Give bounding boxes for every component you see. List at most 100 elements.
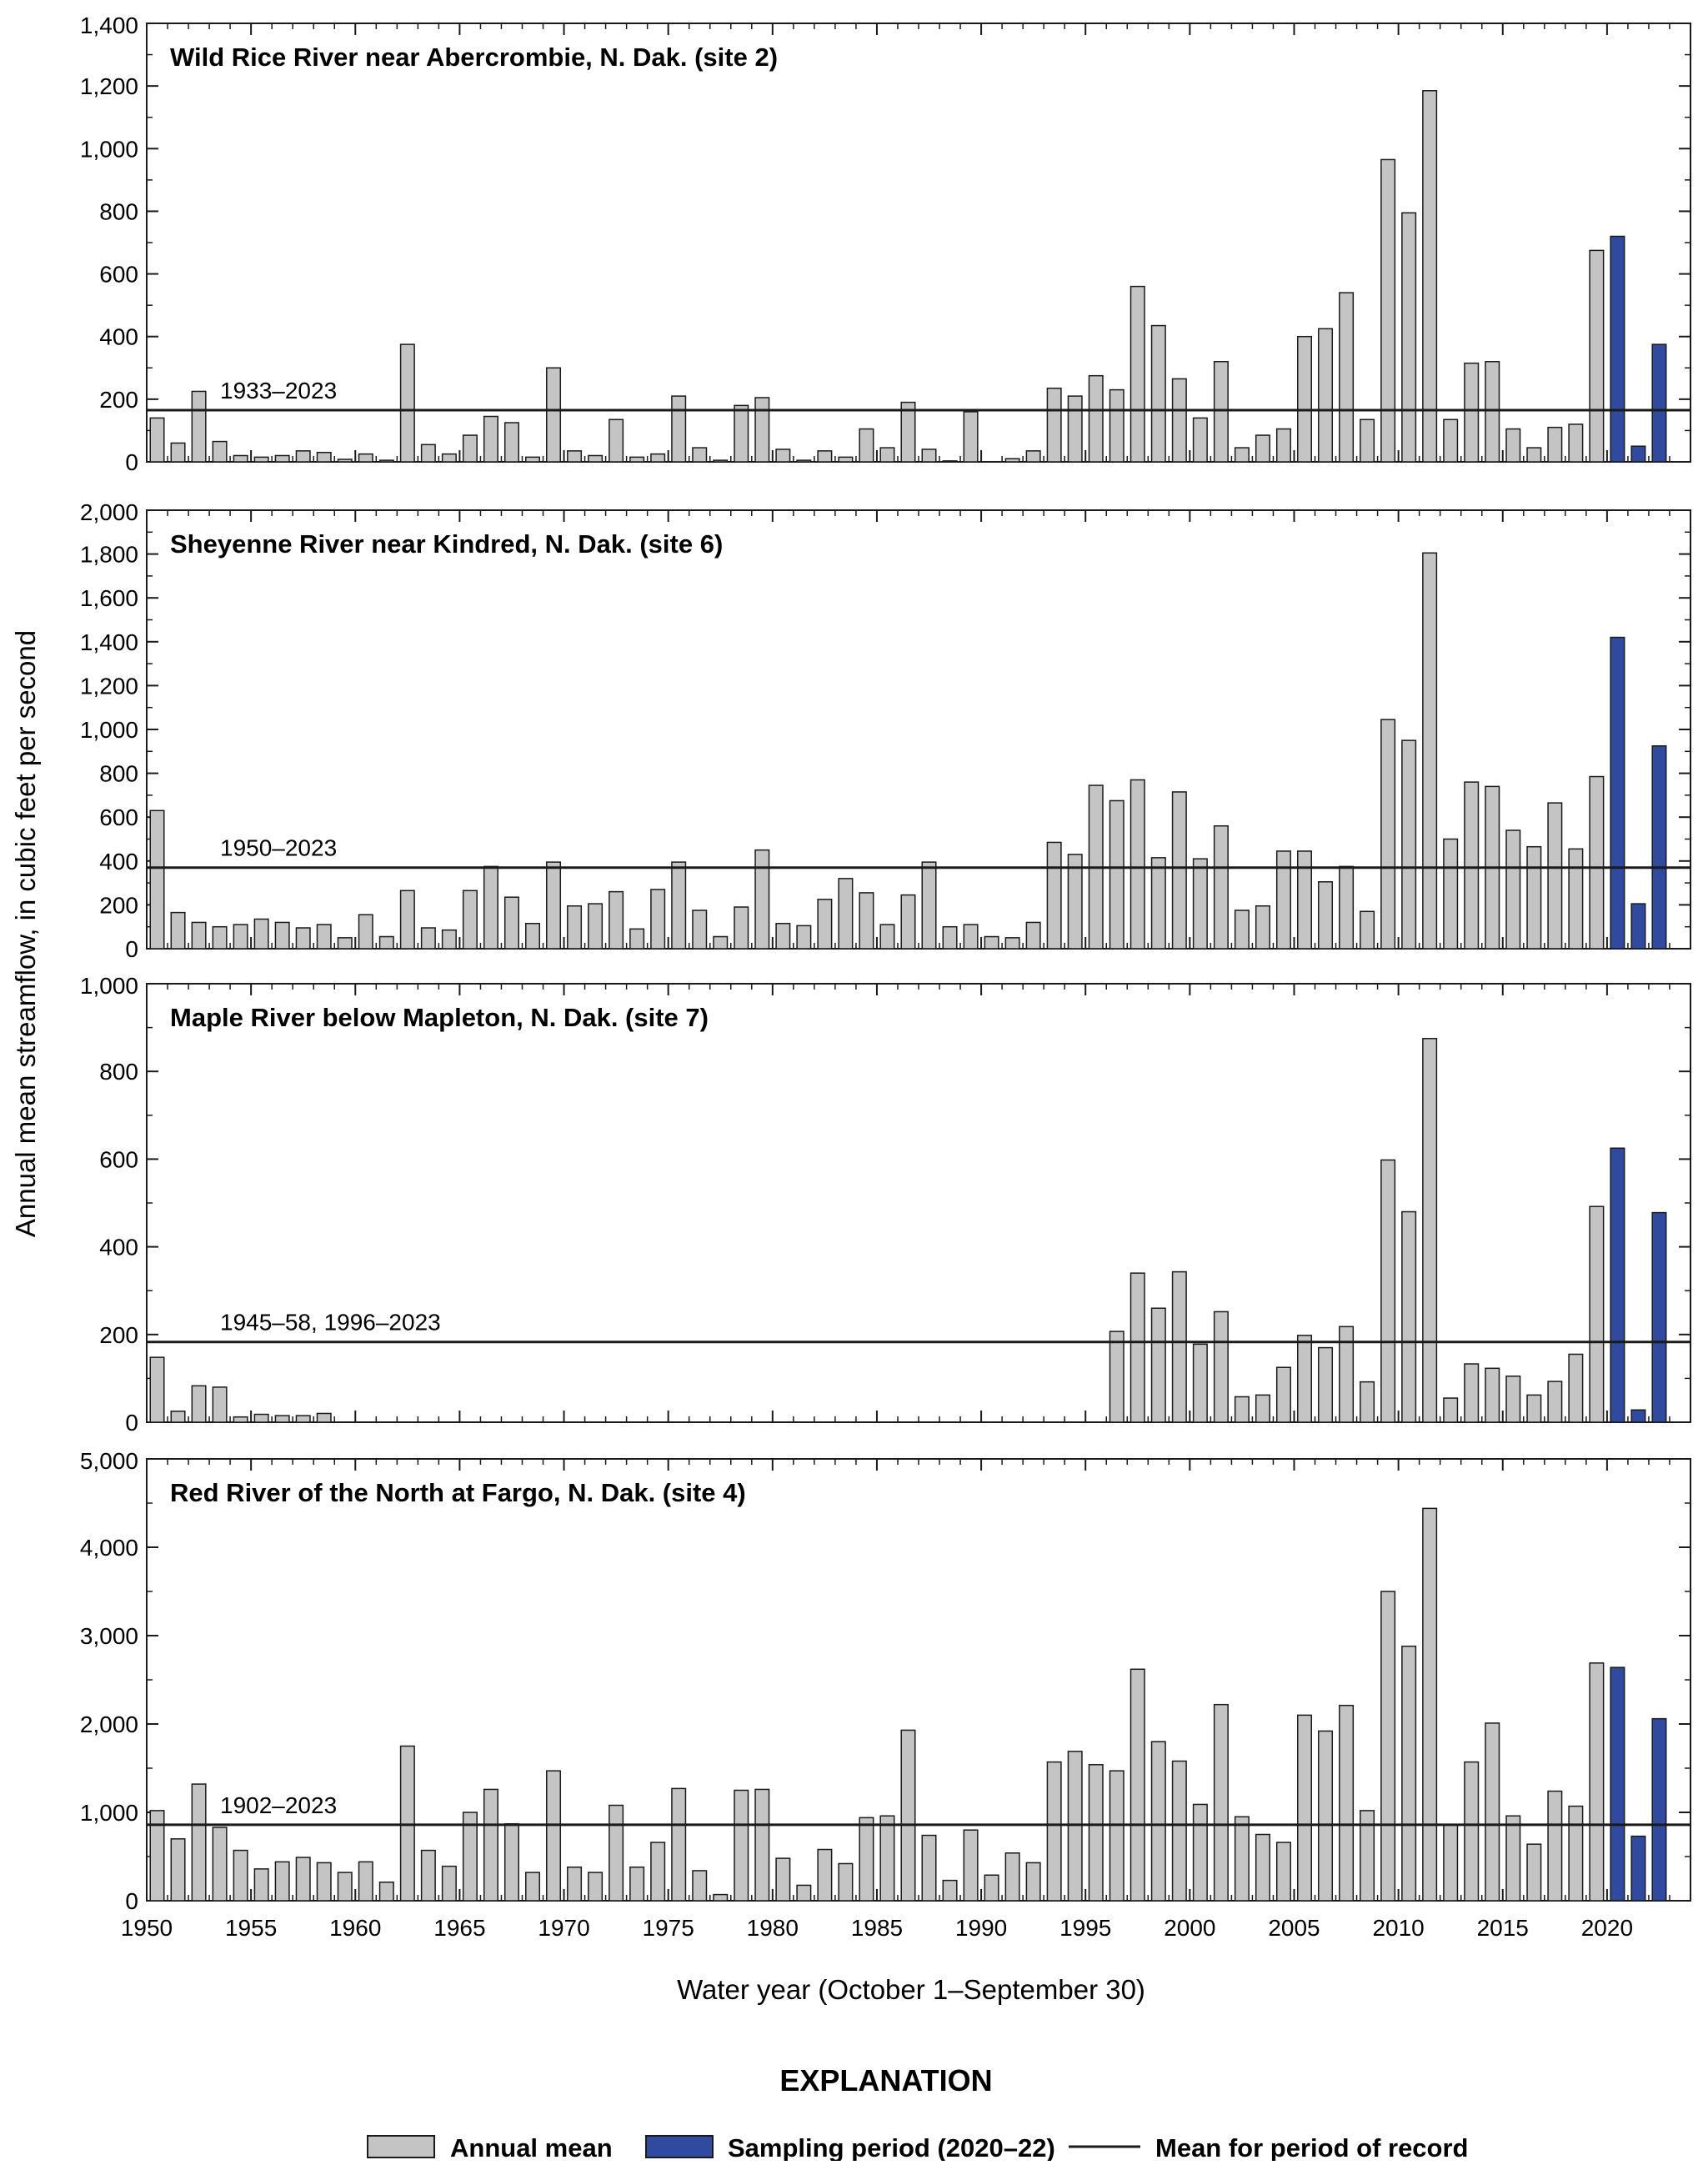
bar-annual-mean-2009: [1380, 158, 1396, 463]
bar-annual-mean-1954: [233, 924, 248, 950]
bar-annual-mean-1985: [879, 1815, 895, 1902]
bar-annual-mean-1970: [567, 905, 583, 950]
bar-annual-mean-1972: [609, 1804, 624, 1902]
bar-annual-mean-1990: [984, 935, 999, 950]
bar-annual-mean-1986: [900, 894, 916, 950]
y-tick-label: 0: [125, 936, 138, 962]
bar-annual-mean-1958: [316, 451, 332, 463]
bar-annual-mean-1990: [984, 1874, 999, 1902]
mean-period-label: 1902–2023: [220, 1792, 337, 1818]
bar-annual-mean-1968: [524, 1872, 541, 1902]
bar-annual-mean-2002: [1234, 1396, 1250, 1423]
bar-annual-mean-2017: [1547, 426, 1563, 463]
bar-annual-mean-1981: [796, 925, 812, 950]
bar-sampling-2022: [1651, 744, 1667, 950]
bar-annual-mean-1997: [1129, 1272, 1145, 1423]
bar-annual-mean-1987: [921, 449, 937, 463]
bar-annual-mean-1999: [1171, 791, 1187, 950]
bar-sampling-2020: [1610, 1147, 1625, 1423]
bar-annual-mean-1972: [609, 890, 624, 950]
bar-annual-mean-2014: [1485, 361, 1500, 463]
bar-annual-mean-1976: [692, 910, 708, 950]
bar-annual-mean-1975: [671, 395, 687, 463]
panel-title: Maple River below Mapleton, N. Dak. (sit…: [170, 1003, 709, 1032]
x-tick-label: 1985: [851, 1915, 903, 1941]
bar-annual-mean-1998: [1150, 1741, 1166, 1902]
bar-annual-mean-1972: [609, 418, 624, 463]
bar-annual-mean-1950: [149, 1356, 165, 1423]
bar-annual-mean-1955: [253, 918, 269, 950]
bar-annual-mean-1974: [650, 1842, 666, 1902]
bar-annual-mean-2013: [1464, 1363, 1480, 1423]
bar-annual-mean-2015: [1505, 1376, 1521, 1423]
bar-annual-mean-1953: [212, 1827, 228, 1902]
y-tick-label: 600: [99, 1146, 138, 1172]
bar-annual-mean-1993: [1046, 387, 1062, 463]
bar-annual-mean-2001: [1213, 1311, 1229, 1423]
panel-title: Sheyenne River near Kindred, N. Dak. (si…: [170, 529, 723, 559]
bar-annual-mean-1956: [274, 454, 290, 463]
bar-annual-mean-2007: [1339, 292, 1355, 463]
bar-annual-mean-2018: [1568, 423, 1584, 463]
x-tick-label: 1960: [329, 1915, 381, 1941]
panel-maple-river-below-mapleton-n-dak-site-7: 0 200 400 600 800 1,000 1945–58, 1996–2023 Mapl…: [80, 973, 1691, 1436]
bar-annual-mean-1981: [796, 459, 812, 463]
bar-annual-mean-2009: [1380, 1159, 1396, 1423]
panel-red-river-of-the-north-at-fargo-n-dak-site-4: 0 1,000 2,000 3,000 4,000 5,000 1902–2023 Red R…: [80, 1448, 1691, 1914]
legend-label-sampling-period: Sampling period (2020–22): [728, 2133, 1055, 2161]
bar-annual-mean-2004: [1275, 1842, 1291, 1902]
bar-annual-mean-1962: [399, 890, 415, 950]
bar-annual-mean-1967: [503, 896, 519, 950]
bar-sampling-2020: [1610, 636, 1625, 950]
bar-sampling-2021: [1630, 1835, 1646, 1902]
bar-annual-mean-1951: [170, 442, 186, 463]
bar-annual-mean-1986: [900, 401, 916, 463]
bar-annual-mean-2011: [1422, 1038, 1438, 1423]
bar-annual-mean-2005: [1296, 850, 1313, 950]
bar-annual-mean-1999: [1171, 1270, 1187, 1423]
bar-annual-mean-1956: [274, 1861, 290, 1902]
bar-annual-mean-2019: [1589, 775, 1605, 950]
bar-annual-mean-1971: [588, 903, 604, 950]
bar-annual-mean-1999: [1171, 378, 1187, 463]
bar-annual-mean-2003: [1255, 905, 1270, 950]
bar-annual-mean-1984: [859, 892, 874, 950]
bar-annual-mean-2002: [1234, 1816, 1250, 1902]
legend-swatch-annual-mean: [367, 2135, 435, 2158]
bar-annual-mean-2005: [1296, 335, 1313, 463]
bar-annual-mean-1953: [212, 925, 228, 950]
y-tick-label: 600: [99, 804, 138, 830]
bar-annual-mean-1950: [149, 417, 165, 463]
bar-annual-mean-2012: [1443, 418, 1459, 463]
bar-annual-mean-1955: [253, 456, 269, 463]
bar-annual-mean-2015: [1505, 829, 1521, 950]
bar-annual-mean-1951: [170, 1838, 186, 1902]
bar-annual-mean-1957: [295, 927, 311, 950]
bar-annual-mean-2007: [1339, 865, 1355, 950]
bar-annual-mean-1992: [1025, 1862, 1041, 1902]
bar-annual-mean-2001: [1213, 361, 1229, 463]
bar-annual-mean-1995: [1088, 1764, 1104, 1902]
bar-annual-mean-2000: [1192, 417, 1208, 463]
bar-annual-mean-2018: [1568, 848, 1584, 950]
bar-annual-mean-1965: [462, 434, 478, 463]
bar-annual-mean-1953: [212, 440, 228, 463]
bar-annual-mean-1970: [567, 1866, 583, 1902]
bar-annual-mean-1965: [462, 1812, 478, 1902]
panel-title: Red River of the North at Fargo, N. Dak.…: [170, 1478, 746, 1507]
panel-sheyenne-river-near-kindred-n-dak-site-6: 0 200 400 600 800 1,000 1,200 1,400 1,600 1,800 2,…: [80, 499, 1691, 962]
bar-annual-mean-1952: [191, 1385, 207, 1423]
bar-annual-mean-1976: [692, 447, 708, 463]
bar-annual-mean-2010: [1401, 212, 1417, 463]
y-tick-label: 1,200: [80, 673, 138, 699]
bar-annual-mean-1966: [483, 415, 498, 463]
bar-annual-mean-1963: [420, 1849, 436, 1902]
bar-annual-mean-2008: [1360, 1381, 1375, 1423]
y-tick-label: 1,200: [80, 73, 138, 99]
bar-annual-mean-2016: [1526, 845, 1542, 950]
x-tick-label: 1975: [643, 1915, 694, 1941]
bar-annual-mean-2009: [1380, 719, 1396, 950]
bar-annual-mean-2003: [1255, 1833, 1270, 1902]
bar-annual-mean-1982: [817, 1848, 833, 1902]
